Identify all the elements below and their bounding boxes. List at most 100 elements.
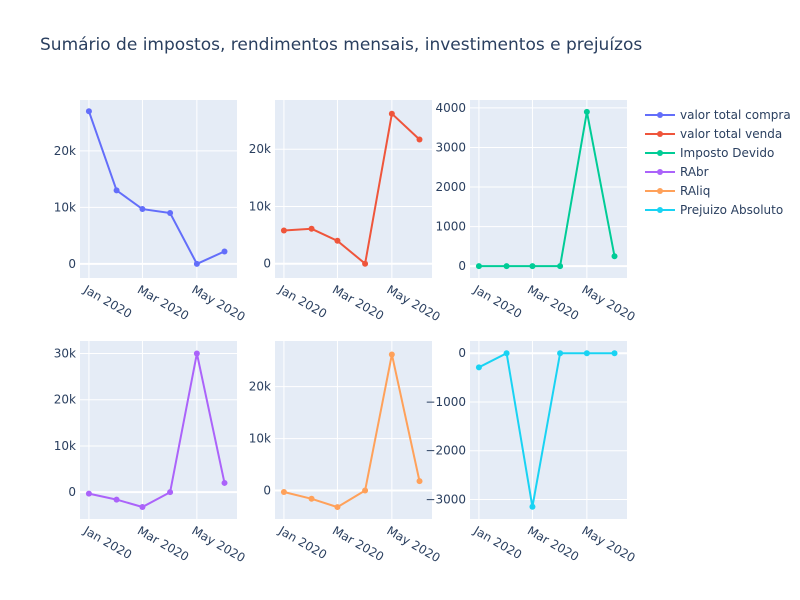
data-point [221, 479, 228, 486]
series-line [478, 111, 616, 268]
series-line [283, 354, 421, 509]
legend-label: valor total compra [680, 108, 791, 122]
plot-background [80, 341, 237, 519]
x-tick-label: May 2020 [189, 282, 247, 324]
legend-label: valor total venda [680, 127, 782, 141]
x-tick-label: Jan 2020 [471, 523, 525, 562]
data-point [503, 263, 510, 270]
legend-item[interactable]: RAbr [645, 165, 709, 179]
y-tick-label: 10k [249, 432, 271, 446]
data-point [308, 225, 315, 232]
x-tick-label: Mar 2020 [135, 282, 191, 323]
x-tick-label: Jan 2020 [276, 282, 330, 321]
y-tick-label: −3000 [425, 492, 466, 506]
legend[interactable]: valor total compra valor total venda Impos… [645, 108, 791, 217]
legend-label: RAbr [680, 165, 709, 179]
x-tick-label: Jan 2020 [276, 523, 330, 562]
x-tick-label: Jan 2020 [81, 523, 135, 562]
data-point [388, 351, 395, 358]
legend-marker [657, 150, 663, 156]
y-tick-label: 0 [263, 257, 271, 271]
data-point [475, 263, 482, 270]
data-point [85, 108, 92, 115]
data-point [475, 364, 482, 371]
x-tick-label: Mar 2020 [135, 523, 191, 564]
y-tick-label: 10k [54, 439, 76, 453]
series-line [283, 111, 421, 266]
x-tick-label: May 2020 [579, 523, 637, 565]
x-tick-label: Mar 2020 [330, 523, 386, 564]
y-tick-label: 0 [68, 257, 76, 271]
y-tick-label: 20k [54, 393, 76, 407]
data-point [611, 350, 618, 357]
data-point [388, 110, 395, 117]
data-point [139, 503, 146, 510]
y-tick-label: 0 [458, 346, 466, 360]
legend-marker [657, 169, 663, 175]
legend-marker [657, 131, 663, 137]
legend-item[interactable]: RAliq [645, 184, 710, 198]
data-point [334, 237, 341, 244]
y-tick-label: 3000 [435, 140, 466, 154]
legend-label: Prejuizo Absoluto [680, 203, 783, 217]
x-tick-label: Jan 2020 [471, 282, 525, 321]
plot-background [80, 100, 237, 278]
legend-marker [657, 207, 663, 213]
series-line [87, 110, 225, 266]
x-tick-label: May 2020 [189, 523, 247, 565]
series-line [478, 351, 615, 507]
plot-background [275, 341, 432, 519]
data-point [113, 187, 120, 194]
legend-label: Imposto Devido [680, 146, 774, 160]
y-tick-label: 30k [54, 346, 76, 360]
data-point [503, 350, 510, 357]
data-point [193, 260, 200, 267]
legend-marker [657, 112, 663, 118]
legend-item[interactable]: Prejuizo Absoluto [645, 203, 783, 217]
y-tick-label: 0 [458, 259, 466, 273]
data-point [529, 503, 536, 510]
data-point [167, 210, 174, 217]
data-point [557, 350, 564, 357]
y-tick-label: 0 [263, 483, 271, 497]
data-point [280, 227, 287, 234]
x-tick-label: May 2020 [384, 523, 442, 565]
legend-item[interactable]: valor total compra [645, 108, 791, 122]
data-point [583, 350, 590, 357]
y-tick-label: 2000 [435, 180, 466, 194]
plot-background [470, 341, 627, 519]
data-point [280, 489, 287, 496]
legend-item[interactable]: valor total venda [645, 127, 782, 141]
data-point [221, 248, 228, 255]
data-point [362, 487, 369, 494]
legend-marker [657, 188, 663, 194]
x-tick-label: Mar 2020 [330, 282, 386, 323]
y-tick-label: 0 [68, 485, 76, 499]
data-point [416, 136, 423, 143]
plot-background [470, 100, 627, 278]
data-point [167, 489, 174, 496]
chart-title: Sumário de impostos, rendimentos mensais… [40, 35, 642, 55]
data-point [334, 504, 341, 511]
y-tick-label: 20k [249, 380, 271, 394]
series-line [88, 353, 226, 509]
data-point [193, 350, 200, 357]
y-tick-label: −2000 [425, 444, 466, 458]
x-tick-label: May 2020 [384, 282, 442, 324]
data-point [557, 263, 564, 270]
x-tick-label: Mar 2020 [525, 523, 581, 564]
legend-item[interactable]: Imposto Devido [645, 146, 774, 160]
x-tick-label: May 2020 [579, 282, 637, 324]
data-point [362, 260, 369, 267]
x-tick-label: Jan 2020 [81, 282, 135, 321]
data-point [113, 496, 120, 503]
y-tick-label: 4000 [435, 101, 466, 115]
y-tick-label: 20k [249, 142, 271, 156]
data-point [139, 206, 146, 213]
plot-background [275, 100, 432, 278]
